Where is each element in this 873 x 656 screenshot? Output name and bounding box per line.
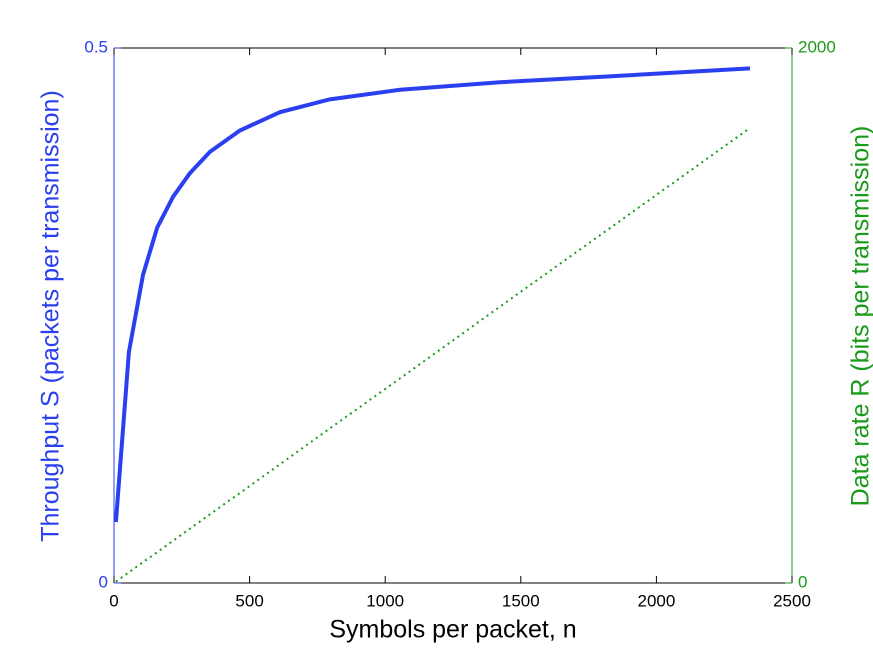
- y-tick-label: 0: [99, 572, 108, 591]
- y2-tick-label: 0: [798, 572, 807, 591]
- y-axis-label: Throughput S (packets per transmission): [37, 90, 65, 542]
- y2-tick-label: 2000: [798, 37, 836, 56]
- data-line: [115, 127, 751, 583]
- x-tick-label: 1500: [502, 591, 540, 610]
- x-tick-label: 2500: [773, 591, 811, 610]
- x-axis-label: Symbols per packet, n: [329, 616, 576, 644]
- x-tick-label: 2000: [637, 591, 675, 610]
- data-line: [113, 66, 751, 523]
- y2-axis-label: Data rate R (bits per transmission): [847, 126, 873, 507]
- y-tick-label: 0.5: [84, 37, 108, 56]
- x-tick-label: 1000: [366, 591, 404, 610]
- x-tick-label: 500: [235, 591, 263, 610]
- x-tick-label: 0: [109, 591, 118, 610]
